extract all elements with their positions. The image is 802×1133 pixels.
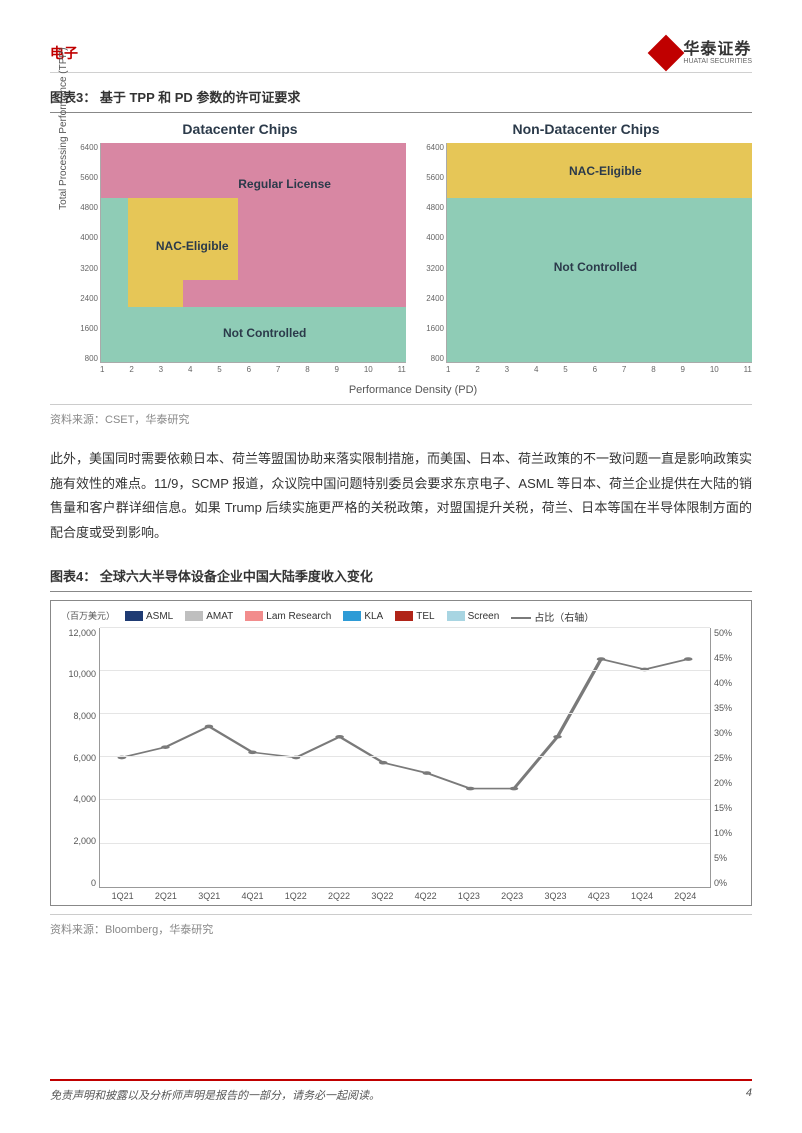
fig3-panel: Datacenter Chips640056004800400032002400… — [74, 121, 406, 374]
fig3-panels: Datacenter Chips640056004800400032002400… — [74, 121, 752, 374]
x-tick: 1Q24 — [631, 891, 653, 901]
region-label: NAC-Eligible — [156, 239, 229, 253]
x-tick: 1Q23 — [458, 891, 480, 901]
body-paragraph: 此外，美国同时需要依赖日本、荷兰等盟国协助来落实限制措施，而美国、日本、荷兰政策… — [50, 447, 752, 546]
footer-disclaimer: 免责声明和披露以及分析师声明是报告的一部分，请务必一起阅读。 — [50, 1087, 380, 1103]
fig3-title: 图表3： 基于 TPP 和 PD 参数的许可证要求 — [50, 87, 752, 106]
fig4-rule-bot — [50, 914, 752, 915]
x-tick: 1Q22 — [285, 891, 307, 901]
fig4-chart: （百万美元） ASML AMAT Lam Research KLA TEL Screen 占… — [50, 600, 752, 906]
legend-item: AMAT — [185, 611, 233, 622]
fig4-source: 资料来源：Bloomberg，华泰研究 — [50, 921, 752, 937]
x-tick: 3Q21 — [198, 891, 220, 901]
x-tick: 3Q22 — [371, 891, 393, 901]
logo-text-en: HUATAI SECURITIES — [683, 58, 752, 65]
legend-item: TEL — [395, 611, 434, 622]
logo-icon — [648, 35, 685, 72]
fig4-x-axis: 1Q21 2Q21 3Q21 4Q21 1Q22 2Q22 3Q22 4Q22 1Q23 2Q23… — [61, 888, 741, 901]
region-label: Not Controlled — [223, 326, 306, 340]
x-tick: 1Q21 — [112, 891, 134, 901]
x-tick: 4Q22 — [415, 891, 437, 901]
fig3-source: 资料来源：CSET，华泰研究 — [50, 411, 752, 427]
footer-page-number: 4 — [746, 1087, 752, 1103]
fig3-xlabel: Performance Density (PD) — [74, 384, 752, 396]
fig4-rule — [50, 591, 752, 592]
fig4-y2-axis: 50%45%40%35%30%25%20%15%10%5%0% — [711, 628, 741, 888]
panel-title: Datacenter Chips — [74, 121, 406, 137]
x-tick: 2Q21 — [155, 891, 177, 901]
legend-item: Lam Research — [245, 611, 331, 622]
x-tick: 3Q23 — [544, 891, 566, 901]
panel-title: Non-Datacenter Chips — [420, 121, 752, 137]
legend-item: KLA — [343, 611, 383, 622]
x-tick: 4Q21 — [241, 891, 263, 901]
region-label: Regular License — [238, 177, 331, 191]
page-header: 电子 华泰证券 HUATAI SECURITIES — [50, 40, 752, 73]
brand-logo: 华泰证券 HUATAI SECURITIES — [653, 40, 752, 66]
legend-item: Screen — [447, 611, 500, 622]
legend-item: ASML — [125, 611, 173, 622]
chart-region — [447, 198, 752, 362]
region-label: NAC-Eligible — [569, 164, 642, 178]
fig4-y1-axis: 12,00010,0008,0006,0004,0002,0000 — [61, 628, 99, 888]
logo-text-cn: 华泰证券 — [683, 42, 752, 58]
fig4-plot-area — [99, 628, 711, 888]
fig4-y1-unit: （百万美元） — [61, 609, 115, 622]
chart-region — [101, 198, 128, 308]
region-label: Not Controlled — [554, 260, 637, 274]
x-tick: 2Q24 — [674, 891, 696, 901]
legend-item: 占比（右轴） — [511, 609, 594, 624]
fig4-legend: ASML AMAT Lam Research KLA TEL Screen 占比（右轴） — [125, 609, 594, 624]
page-footer: 免责声明和披露以及分析师声明是报告的一部分，请务必一起阅读。 4 — [50, 1079, 752, 1103]
fig4-title: 图表4： 全球六大半导体设备企业中国大陆季度收入变化 — [50, 566, 752, 585]
x-tick: 2Q23 — [501, 891, 523, 901]
x-tick: 4Q23 — [588, 891, 610, 901]
fig3-rule-bot — [50, 404, 752, 405]
x-tick: 2Q22 — [328, 891, 350, 901]
fig3-rule — [50, 112, 752, 113]
fig3-ylabel: Total Processing Performance (TPP) — [58, 48, 69, 210]
fig3-panel: Non-Datacenter Chips64005600480040003200… — [420, 121, 752, 374]
